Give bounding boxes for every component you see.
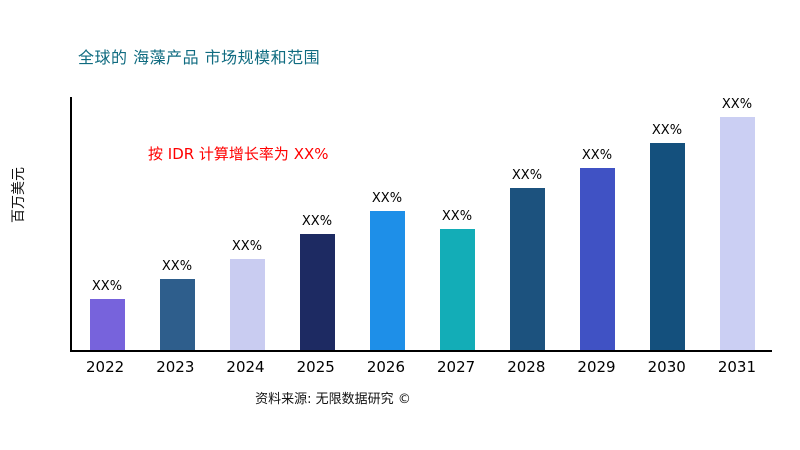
bar-2026: [369, 210, 405, 350]
bar-2024: [229, 258, 265, 350]
source-note: 资料来源: 无限数据研究 ©: [255, 392, 411, 407]
x-tick-2029: 2029: [577, 358, 616, 376]
bar-2029: [579, 167, 615, 350]
chart-title: 全球的 海藻产品 市场规模和范围: [78, 48, 321, 67]
growth-annotation: 按 IDR 计算增长率为 XX%: [148, 145, 329, 163]
bar-column-2028: XX%: [492, 97, 562, 350]
bar-column-2027: XX%: [422, 97, 492, 350]
bar-2022: [89, 299, 125, 350]
x-tick-2031: 2031: [717, 358, 757, 376]
bar-value-label: XX%: [161, 259, 193, 275]
plot-area: 按 IDR 计算增长率为 XX% XX% XX% XX% XX% XX% XX% XX% XX…: [70, 97, 772, 352]
bar-column-2023: XX%: [142, 97, 212, 350]
bar-value-label: XX%: [91, 279, 123, 295]
x-tick-2030: 2030: [647, 358, 686, 376]
bar-value-label: XX%: [441, 208, 473, 224]
bar-column-2022: XX%: [72, 97, 142, 350]
bar-value-label: XX%: [651, 122, 683, 138]
bar-value-label: XX%: [301, 213, 333, 229]
bar-column-2029: XX%: [562, 97, 632, 350]
bar-column-2026: XX%: [352, 97, 422, 350]
bar-column-2031: XX%: [702, 97, 772, 350]
x-tick-2023: 2023: [156, 358, 195, 376]
bar-value-label: XX%: [371, 190, 403, 206]
x-axis-labels: 2022 2023 2024 2025 2026 2027 2028 2029 2030 2031: [70, 358, 772, 376]
bar-2023: [159, 279, 195, 350]
bar-2027: [439, 228, 475, 350]
bar-2031: [719, 117, 755, 350]
y-axis-label: 百万美元: [11, 167, 27, 223]
x-tick-2022: 2022: [86, 358, 125, 376]
x-tick-2025: 2025: [296, 358, 335, 376]
bar-value-label: XX%: [581, 147, 613, 163]
bar-column-2025: XX%: [282, 97, 352, 350]
bars: XX% XX% XX% XX% XX% XX% XX% XX% XX% XX%: [72, 97, 772, 350]
bar-value-label: XX%: [721, 97, 753, 113]
x-tick-2026: 2026: [366, 358, 405, 376]
x-tick-2027: 2027: [437, 358, 476, 376]
bar-value-label: XX%: [231, 238, 263, 254]
bar-value-label: XX%: [511, 168, 543, 184]
x-tick-2024: 2024: [226, 358, 265, 376]
bar-2030: [649, 142, 685, 350]
bar-2025: [299, 233, 335, 350]
bar-2028: [509, 188, 545, 350]
bar-column-2030: XX%: [632, 97, 702, 350]
x-tick-2028: 2028: [507, 358, 546, 376]
bar-column-2024: XX%: [212, 97, 282, 350]
